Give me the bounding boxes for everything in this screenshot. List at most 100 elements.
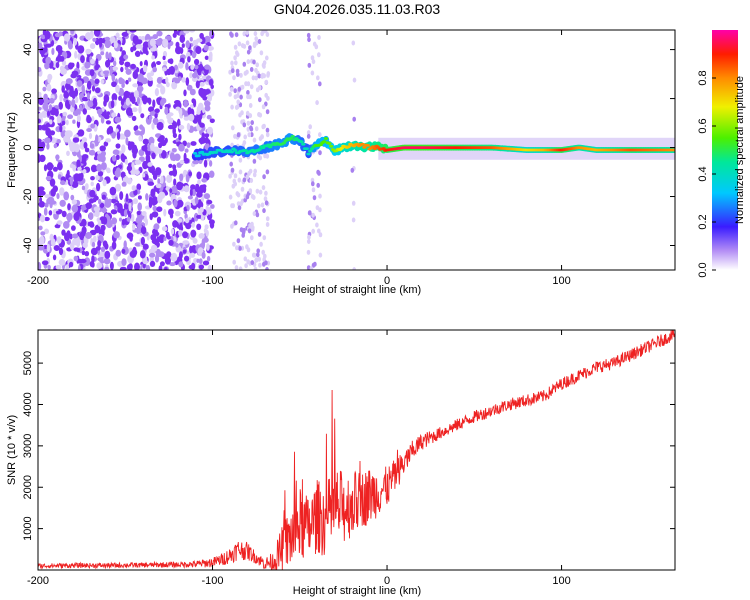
noise-blob <box>311 59 316 65</box>
noise-blob <box>152 205 158 212</box>
noise-blob <box>239 201 243 207</box>
noise-blob <box>196 214 203 219</box>
noise-blob <box>165 77 169 84</box>
noise-blob <box>175 46 182 55</box>
y-tick-label: 2000 <box>22 475 34 499</box>
noise-blob <box>98 175 104 182</box>
noise-blob <box>84 251 90 257</box>
noise-blob <box>204 64 211 70</box>
noise-blob <box>163 236 167 241</box>
spectrogram-y-label: Frequency (Hz) <box>6 112 18 188</box>
colorbar-tick-label: 0.6 <box>697 118 709 133</box>
noise-blob <box>306 133 311 139</box>
noise-blob <box>49 119 53 125</box>
noise-blob <box>55 62 60 69</box>
noise-blob <box>231 68 235 74</box>
noise-blob <box>90 123 95 129</box>
noise-blob <box>311 181 315 187</box>
noise-blob <box>178 143 185 152</box>
noise-blob <box>178 124 185 130</box>
noise-blob <box>156 61 161 65</box>
noise-blob <box>247 132 252 138</box>
noise-blob <box>38 42 43 49</box>
noise-blob <box>99 39 103 48</box>
noise-blob <box>158 191 166 199</box>
noise-blob <box>352 77 357 83</box>
noise-blob <box>313 261 317 267</box>
noise-blob <box>153 223 160 230</box>
noise-blob <box>88 198 95 204</box>
noise-blob <box>136 183 142 191</box>
noise-blob <box>250 260 255 266</box>
noise-blob <box>106 111 111 116</box>
noise-blob <box>255 252 260 258</box>
noise-blob <box>197 179 201 185</box>
noise-blob <box>124 91 131 97</box>
ridge-cell <box>243 149 248 152</box>
noise-blob <box>204 136 209 144</box>
noise-blob <box>105 138 112 143</box>
noise-blob <box>233 181 237 187</box>
noise-blob <box>182 249 187 254</box>
ridge-cell <box>360 142 365 146</box>
noise-blob <box>199 184 206 191</box>
noise-blob <box>263 30 268 34</box>
noise-blob <box>176 181 184 191</box>
noise-blob <box>181 43 185 48</box>
noise-blob <box>158 251 165 258</box>
noise-blob <box>137 223 142 229</box>
ridge-cell <box>322 140 327 143</box>
noise-blob <box>318 252 323 258</box>
noise-blob <box>231 125 235 131</box>
noise-blob <box>84 183 89 190</box>
noise-blob <box>131 213 135 223</box>
noise-blob <box>126 165 133 172</box>
noise-blob <box>154 108 160 113</box>
noise-blob <box>140 236 145 246</box>
noise-blob <box>230 60 234 66</box>
noise-blob <box>110 198 117 204</box>
noise-blob <box>258 97 262 103</box>
noise-blob <box>95 134 99 143</box>
noise-blob <box>150 142 155 151</box>
noise-blob <box>142 64 148 73</box>
x-tick-label: 0 <box>384 275 390 287</box>
noise-blob <box>187 195 193 200</box>
noise-blob <box>45 175 52 181</box>
noise-blob <box>198 264 205 270</box>
noise-blob <box>135 39 143 45</box>
noise-blob <box>90 247 98 256</box>
noise-blob <box>86 116 92 124</box>
noise-blob <box>235 104 240 110</box>
noise-blob <box>151 152 156 160</box>
noise-blob <box>108 52 112 61</box>
noise-blob <box>170 252 178 262</box>
noise-blob <box>198 258 203 264</box>
noise-blob <box>138 149 145 157</box>
noise-blob <box>201 196 204 203</box>
noise-blob <box>111 209 116 215</box>
noise-blob <box>96 108 103 115</box>
noise-blob <box>104 266 110 270</box>
noise-blob <box>88 149 96 156</box>
noise-blob <box>166 200 172 206</box>
noise-blob <box>197 69 202 76</box>
noise-blob <box>243 134 247 140</box>
noise-blob <box>125 68 132 75</box>
noise-blob <box>190 64 195 70</box>
noise-blob <box>239 94 243 100</box>
noise-blob <box>242 122 247 128</box>
noise-blob <box>101 194 107 200</box>
noise-blob <box>80 55 85 64</box>
noise-blob <box>66 103 71 110</box>
noise-blob <box>246 59 251 65</box>
noise-blob <box>52 166 58 172</box>
y-tick-label: -40 <box>22 238 34 254</box>
noise-blob <box>183 30 190 34</box>
noise-blob <box>74 143 80 153</box>
noise-blob <box>248 103 253 108</box>
noise-blob <box>123 54 129 60</box>
noise-blob <box>86 92 90 100</box>
noise-blob <box>82 108 88 115</box>
noise-blob <box>238 112 242 118</box>
